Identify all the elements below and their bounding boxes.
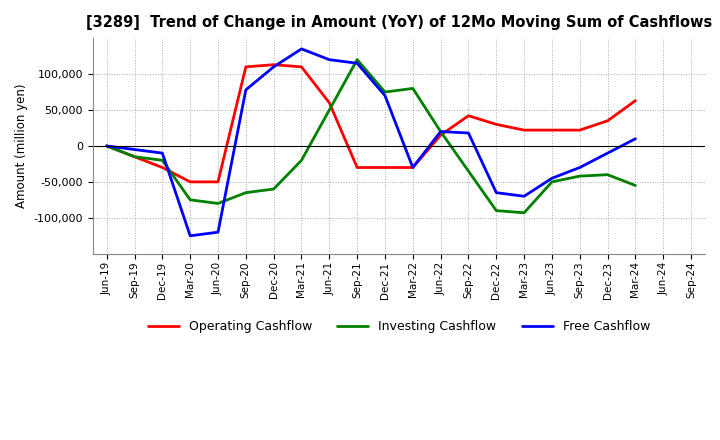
Investing Cashflow <box>548 179 557 184</box>
Investing Cashflow <box>214 201 222 206</box>
Free Cashflow <box>381 93 390 98</box>
Investing Cashflow <box>464 169 473 174</box>
Investing Cashflow <box>241 190 250 195</box>
Free Cashflow <box>520 194 528 199</box>
Operating Cashflow <box>492 122 500 127</box>
Free Cashflow <box>214 230 222 235</box>
Operating Cashflow <box>408 165 417 170</box>
Y-axis label: Amount (million yen): Amount (million yen) <box>15 84 28 208</box>
Investing Cashflow <box>158 158 166 163</box>
Free Cashflow <box>102 143 111 149</box>
Investing Cashflow <box>631 183 640 188</box>
Free Cashflow <box>492 190 500 195</box>
Investing Cashflow <box>269 187 278 192</box>
Investing Cashflow <box>186 197 194 202</box>
Operating Cashflow <box>353 165 361 170</box>
Operating Cashflow <box>631 98 640 103</box>
Operating Cashflow <box>241 64 250 70</box>
Free Cashflow <box>130 147 139 152</box>
Free Cashflow <box>297 46 306 51</box>
Investing Cashflow <box>603 172 612 177</box>
Free Cashflow <box>269 64 278 70</box>
Investing Cashflow <box>436 129 445 134</box>
Free Cashflow <box>575 165 584 170</box>
Investing Cashflow <box>353 57 361 62</box>
Free Cashflow <box>241 87 250 92</box>
Operating Cashflow <box>130 154 139 159</box>
Operating Cashflow <box>325 100 333 106</box>
Title: [3289]  Trend of Change in Amount (YoY) of 12Mo Moving Sum of Cashflows: [3289] Trend of Change in Amount (YoY) o… <box>86 15 712 30</box>
Free Cashflow <box>353 61 361 66</box>
Operating Cashflow <box>381 165 390 170</box>
Line: Operating Cashflow: Operating Cashflow <box>107 65 636 182</box>
Operating Cashflow <box>464 113 473 118</box>
Operating Cashflow <box>603 118 612 123</box>
Operating Cashflow <box>548 128 557 133</box>
Line: Investing Cashflow: Investing Cashflow <box>107 60 636 213</box>
Operating Cashflow <box>520 128 528 133</box>
Legend: Operating Cashflow, Investing Cashflow, Free Cashflow: Operating Cashflow, Investing Cashflow, … <box>143 315 655 338</box>
Investing Cashflow <box>130 154 139 159</box>
Investing Cashflow <box>381 89 390 95</box>
Investing Cashflow <box>520 210 528 216</box>
Operating Cashflow <box>186 179 194 184</box>
Investing Cashflow <box>408 86 417 91</box>
Free Cashflow <box>631 136 640 141</box>
Free Cashflow <box>325 57 333 62</box>
Investing Cashflow <box>102 143 111 149</box>
Investing Cashflow <box>575 173 584 179</box>
Operating Cashflow <box>575 128 584 133</box>
Free Cashflow <box>548 176 557 181</box>
Operating Cashflow <box>269 62 278 67</box>
Operating Cashflow <box>102 143 111 149</box>
Operating Cashflow <box>158 165 166 170</box>
Investing Cashflow <box>492 208 500 213</box>
Investing Cashflow <box>325 107 333 113</box>
Free Cashflow <box>603 150 612 156</box>
Investing Cashflow <box>297 158 306 163</box>
Free Cashflow <box>436 129 445 134</box>
Operating Cashflow <box>436 132 445 138</box>
Free Cashflow <box>464 130 473 136</box>
Operating Cashflow <box>297 64 306 70</box>
Free Cashflow <box>408 165 417 170</box>
Free Cashflow <box>186 233 194 238</box>
Operating Cashflow <box>214 179 222 184</box>
Line: Free Cashflow: Free Cashflow <box>107 49 636 236</box>
Free Cashflow <box>158 150 166 156</box>
